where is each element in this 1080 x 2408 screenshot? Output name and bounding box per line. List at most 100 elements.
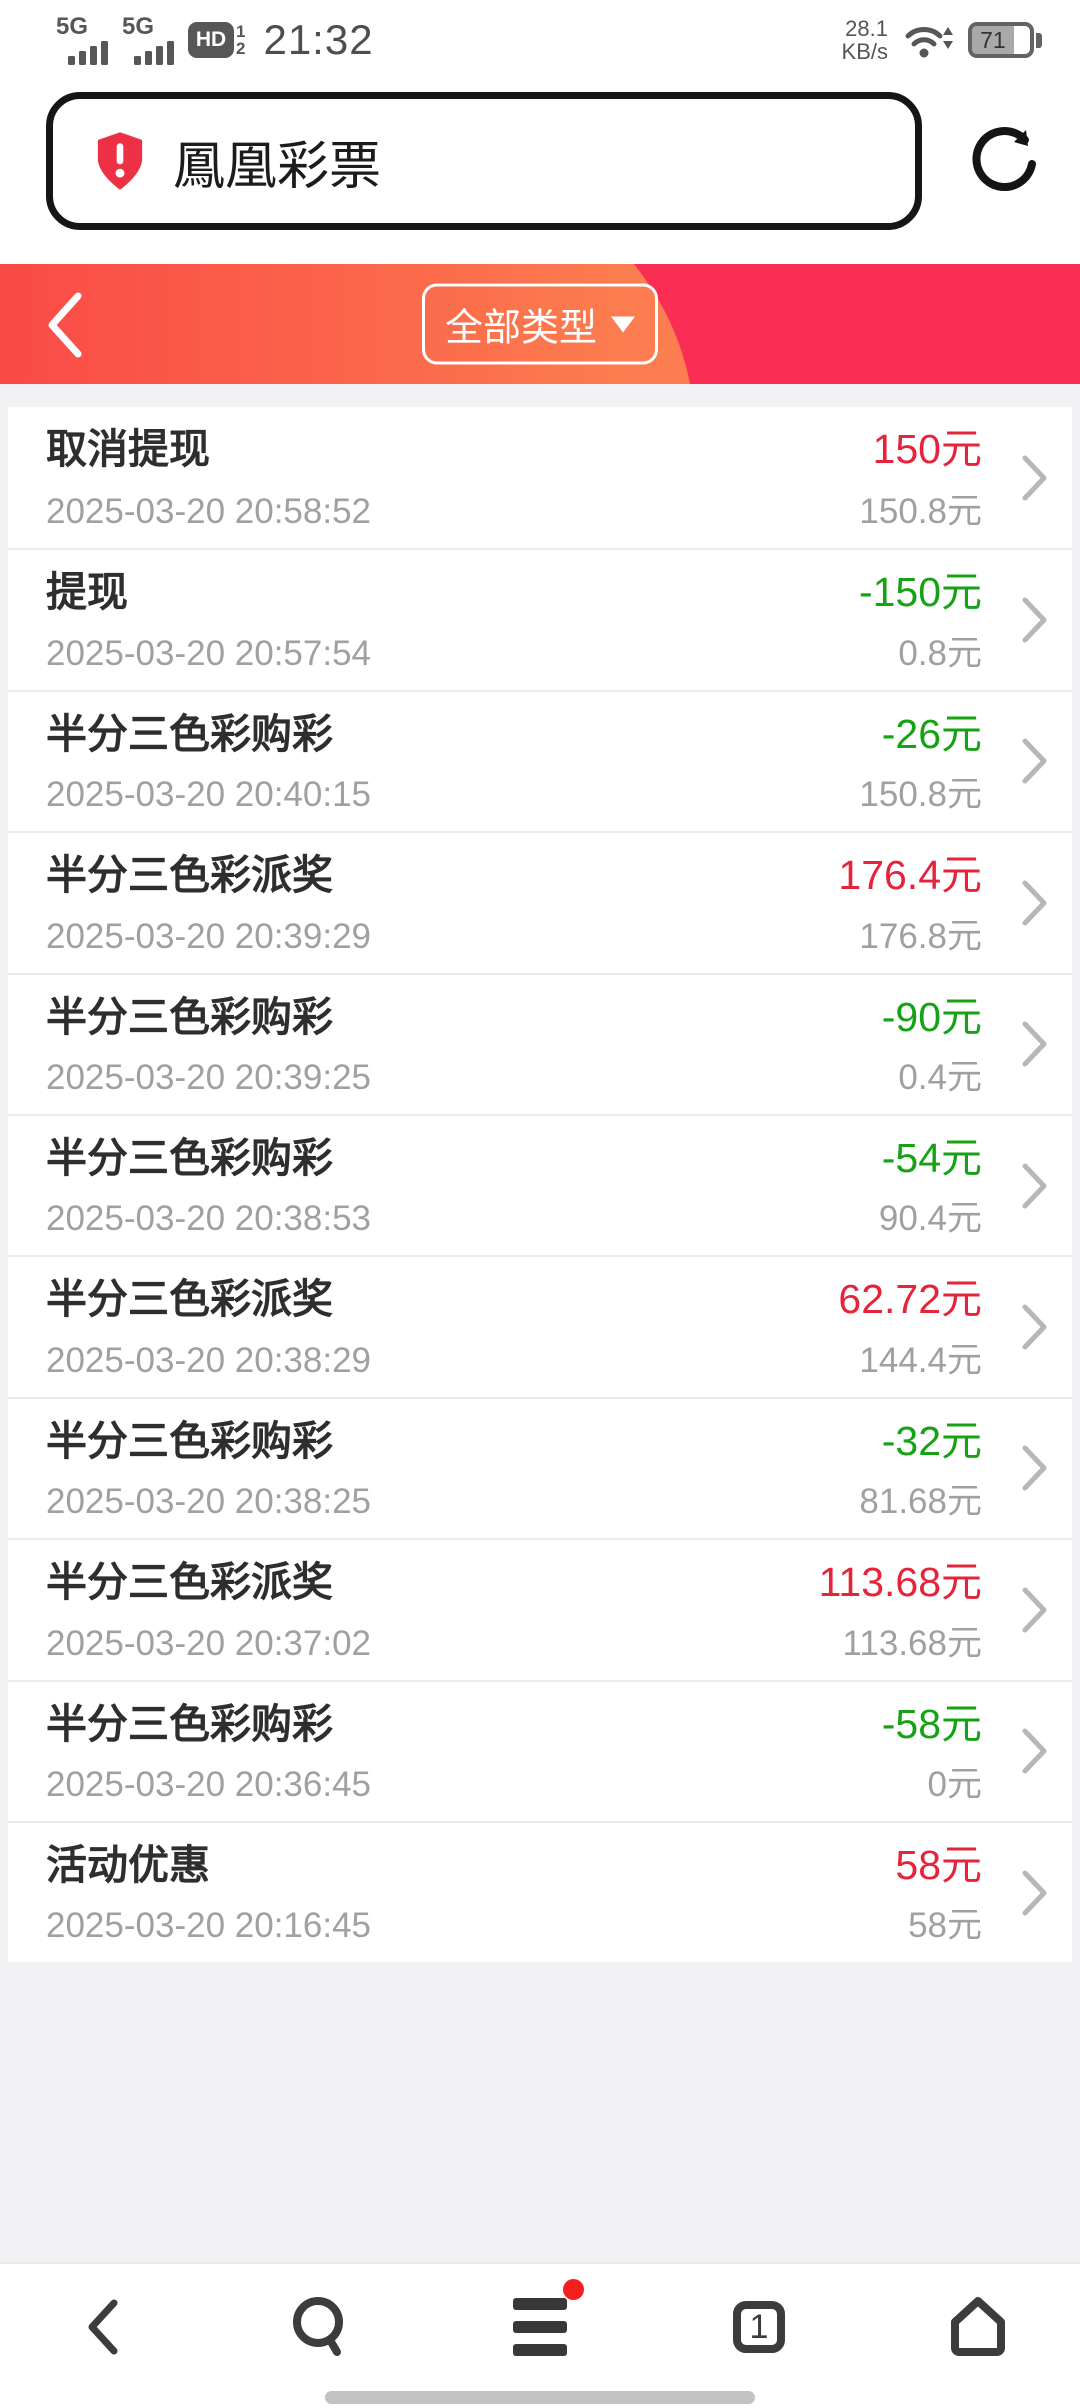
chevron-right-icon [1022,1870,1047,1916]
transaction-balance: 58元 [908,1906,982,1946]
transaction-title: 取消提现 [46,426,210,472]
chevron-right-icon [1022,1163,1047,1209]
nav-menu-button[interactable] [508,2279,584,2359]
battery-icon: 71 [968,22,1042,58]
transaction-time: 2025-03-20 20:39:29 [46,916,371,956]
transaction-row[interactable]: 半分三色彩购彩 2025-03-20 20:39:25 -90元 0.4元 [8,972,1072,1114]
transaction-balance: 0.4元 [898,1057,982,1097]
tab-count: 1 [749,2307,769,2346]
transaction-amount: 150元 [872,426,982,472]
transaction-row[interactable]: 半分三色彩派奖 2025-03-20 20:37:02 113.68元 113.… [8,1538,1072,1679]
transaction-row[interactable]: 半分三色彩购彩 2025-03-20 20:36:45 -58元 0元 [8,1679,1072,1821]
transaction-time: 2025-03-20 20:38:29 [46,1340,371,1380]
transaction-amount: 58元 [895,1841,982,1888]
transaction-balance: 150.8元 [859,775,982,815]
transaction-time: 2025-03-20 20:36:45 [46,1764,371,1804]
transaction-time: 2025-03-20 20:38:53 [46,1199,371,1239]
transaction-title: 半分三色彩购彩 [46,1700,333,1747]
transaction-title: 活动优惠 [46,1841,210,1888]
transaction-time: 2025-03-20 20:57:54 [46,633,371,673]
page-background: 取消提现 2025-03-20 20:58:52 150元 150.8元 提现 … [0,384,1080,2262]
nav-home-button[interactable] [946,2295,1010,2359]
sim1-signal-icon: 5G [56,15,108,65]
back-button[interactable] [42,290,86,360]
transaction-balance: 176.8元 [859,916,982,956]
nav-tabs-button[interactable]: 1 [727,2295,791,2359]
transaction-time: 2025-03-20 20:40:15 [46,775,371,815]
security-warning-icon [97,132,143,190]
battery-percent: 71 [980,26,1006,53]
transaction-title: 半分三色彩购彩 [46,993,333,1040]
wifi-icon [905,27,953,58]
type-filter-dropdown[interactable]: 全部类型 [421,283,659,365]
type-filter-label: 全部类型 [444,307,598,350]
status-bar: 5G 5G HD 1 2 21:32 28.1 KB/s [0,0,1080,74]
transaction-amount: -26元 [881,710,982,757]
transaction-balance: 144.4元 [859,1340,982,1380]
transaction-balance: 113.68元 [842,1623,982,1663]
transaction-amount: 176.4元 [838,852,982,899]
header-gradient-decoration [634,264,1080,384]
chevron-right-icon [1022,597,1047,643]
address-bar[interactable]: 鳳凰彩票 [46,92,922,230]
chevron-right-icon [1022,1021,1047,1067]
transaction-row[interactable]: 半分三色彩派奖 2025-03-20 20:39:29 176.4元 176.8… [8,831,1072,972]
hd-sim2-index: 2 [236,39,246,58]
app-header: 全部类型 [0,264,1080,384]
back-icon [88,2299,118,2355]
transaction-title: 半分三色彩派奖 [46,1559,333,1606]
network-speed: 28.1 KB/s [841,16,888,64]
transaction-title: 半分三色彩购彩 [46,1134,333,1181]
sim2-signal-icon: 5G [122,15,174,65]
transaction-balance: 81.68元 [859,1482,982,1522]
transaction-row[interactable]: 半分三色彩购彩 2025-03-20 20:38:53 -54元 90.4元 [8,1113,1072,1255]
transaction-balance: 0元 [927,1764,982,1804]
search-icon [293,2297,343,2356]
home-indicator-handle[interactable] [325,2391,755,2404]
refresh-button[interactable] [970,126,1040,196]
transaction-amount: -54元 [881,1134,982,1181]
browser-bottom-nav: 1 [0,2262,1080,2408]
nav-search-button[interactable] [289,2295,353,2359]
volte-hd-icon: HD 1 2 [188,22,245,58]
transaction-row[interactable]: 活动优惠 2025-03-20 20:16:45 58元 58元 [8,1820,1072,1962]
browser-toolbar: 鳳凰彩票 [0,88,1080,236]
chevron-right-icon [1022,455,1047,501]
transaction-balance: 150.8元 [859,492,982,532]
tab-count-icon: 1 [733,2301,785,2353]
transaction-title: 半分三色彩派奖 [46,1276,333,1323]
transaction-title: 提现 [46,569,128,616]
hd-sim1-index: 1 [236,22,246,41]
transaction-time: 2025-03-20 20:39:25 [46,1057,371,1097]
transaction-time: 2025-03-20 20:37:02 [46,1623,371,1663]
transaction-amount: 113.68元 [818,1559,982,1606]
transaction-time: 2025-03-20 20:38:25 [46,1482,371,1522]
nav-back-button[interactable] [70,2295,134,2359]
transaction-row[interactable]: 半分三色彩派奖 2025-03-20 20:38:29 62.72元 144.4… [8,1255,1072,1396]
chevron-right-icon [1022,738,1047,784]
transaction-title: 半分三色彩购彩 [46,1417,333,1464]
chevron-right-icon [1022,1587,1047,1633]
notification-dot [563,2279,584,2300]
transaction-time: 2025-03-20 20:58:52 [46,492,371,532]
chevron-down-icon [611,316,636,332]
transaction-row[interactable]: 半分三色彩购彩 2025-03-20 20:40:15 -26元 150.8元 [8,689,1072,831]
transaction-amount: -150元 [858,569,982,616]
transaction-list: 取消提现 2025-03-20 20:58:52 150元 150.8元 提现 … [8,407,1072,1963]
sim1-network-label: 5G [56,13,89,40]
transaction-amount: -90元 [881,993,982,1040]
transaction-amount: 62.72元 [838,1276,982,1323]
sim2-network-label: 5G [122,13,155,40]
transaction-row[interactable]: 取消提现 2025-03-20 20:58:52 150元 150.8元 [8,407,1072,548]
transaction-row[interactable]: 提现 2025-03-20 20:57:54 -150元 0.8元 [8,548,1072,689]
transaction-title: 半分三色彩派奖 [46,852,333,899]
transaction-amount: -32元 [881,1417,982,1464]
chevron-right-icon [1022,1728,1047,1774]
menu-icon [513,2298,567,2356]
transaction-title: 半分三色彩购彩 [46,710,333,757]
clock-time: 21:32 [263,16,374,63]
transaction-row[interactable]: 半分三色彩购彩 2025-03-20 20:38:25 -32元 81.68元 [8,1396,1072,1538]
site-title: 鳳凰彩票 [173,137,382,196]
chevron-right-icon [1022,880,1047,926]
